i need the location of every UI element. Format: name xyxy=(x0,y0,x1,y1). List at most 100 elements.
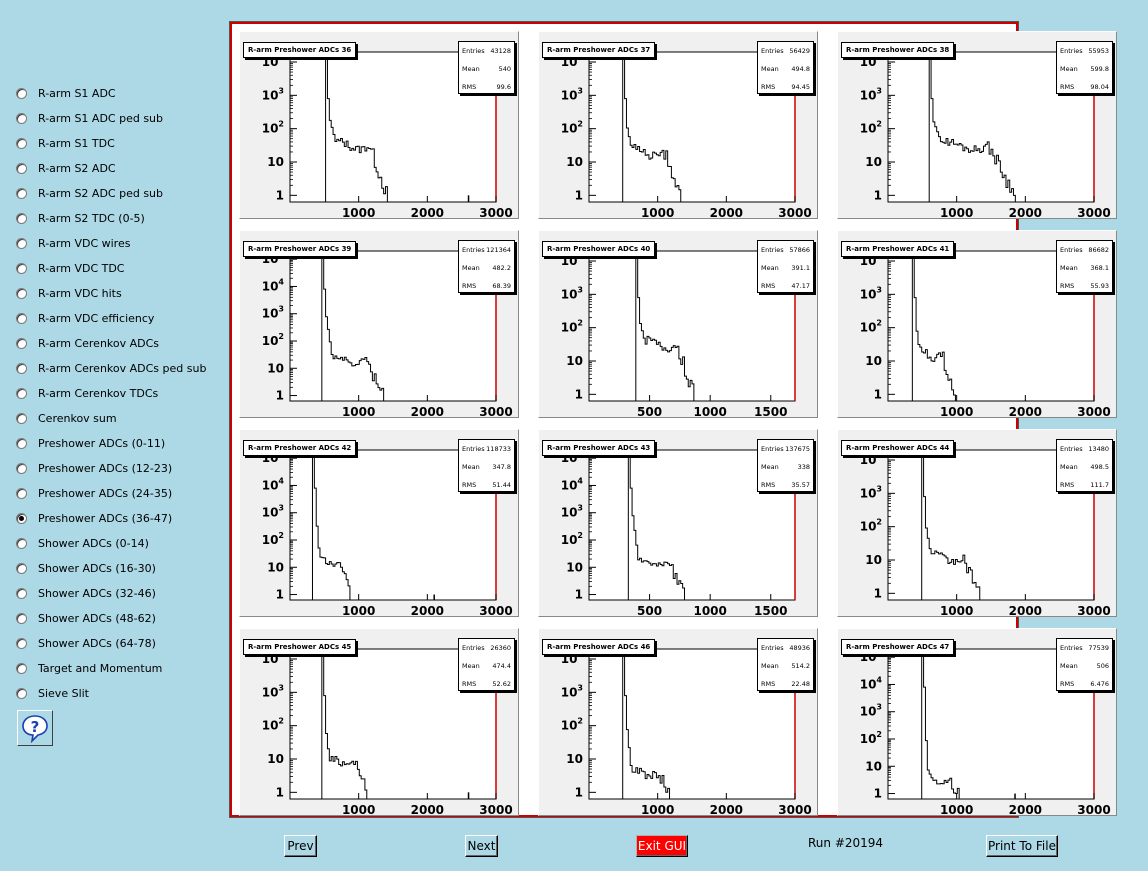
histogram-pad[interactable]: 100020003000110102103104105R-arm Preshow… xyxy=(239,230,519,419)
radio-unselected-icon[interactable] xyxy=(16,362,27,374)
next-button[interactable]: Next xyxy=(465,835,498,857)
stats-row-mean: Mean 474.4 xyxy=(462,661,511,671)
display-option[interactable]: R-arm Cerenkov TDCs xyxy=(16,383,158,403)
stats-box: Entries 118733 Mean 347.8 RMS 51.44 xyxy=(458,439,515,492)
display-option[interactable]: Cerenkov sum xyxy=(16,408,117,428)
radio-unselected-icon[interactable] xyxy=(16,87,27,99)
display-option[interactable]: R-arm Cerenkov ADCs xyxy=(16,333,159,353)
radio-selected-icon[interactable] xyxy=(16,512,27,524)
radio-unselected-icon[interactable] xyxy=(16,437,27,449)
histogram-line xyxy=(325,58,388,202)
display-option[interactable]: Preshower ADCs (0-11) xyxy=(16,433,165,453)
radio-unselected-icon[interactable] xyxy=(16,162,27,174)
stats-box: Entries 77539 Mean 506 RMS 6.476 xyxy=(1056,638,1113,691)
radio-unselected-icon[interactable] xyxy=(16,412,27,424)
display-option-label: R-arm S2 ADC xyxy=(38,161,116,175)
stats-row-mean: Mean 540 xyxy=(462,64,511,74)
stats-row-rms: RMS 47.17 xyxy=(761,281,810,291)
stats-label: Mean xyxy=(1060,65,1078,73)
histogram-pad[interactable]: 100020003000110102103104105R-arm Preshow… xyxy=(239,429,519,618)
stats-value: 51.44 xyxy=(492,481,511,489)
stats-label: RMS xyxy=(1060,83,1075,91)
display-option[interactable]: R-arm S1 ADC xyxy=(16,83,116,103)
radio-unselected-icon[interactable] xyxy=(16,587,27,599)
histogram-pad[interactable]: 100020003000110102103104105R-arm Preshow… xyxy=(837,628,1117,817)
display-option[interactable]: Preshower ADCs (36-47) xyxy=(16,508,172,528)
radio-unselected-icon[interactable] xyxy=(16,312,27,324)
histogram-pad[interactable]: 100020003000110102103104R-arm Preshower … xyxy=(837,230,1117,419)
stats-label: Entries xyxy=(761,445,784,453)
histogram-pad[interactable]: 50010001500110102103104R-arm Preshower A… xyxy=(538,230,818,419)
radio-unselected-icon[interactable] xyxy=(16,287,27,299)
stats-row-rms: RMS 99.6 xyxy=(462,82,511,92)
display-option[interactable]: R-arm VDC efficiency xyxy=(16,308,154,328)
histogram-plot: 100020003000110102103104105 xyxy=(860,648,1111,817)
display-option-label: R-arm S1 ADC ped sub xyxy=(38,111,164,125)
radio-unselected-icon[interactable] xyxy=(16,187,27,199)
stats-label: Entries xyxy=(462,47,485,55)
stats-label: RMS xyxy=(761,481,776,489)
radio-unselected-icon[interactable] xyxy=(16,112,27,124)
histogram-line xyxy=(321,655,368,799)
histogram-pad[interactable]: 100020003000110102103104R-arm Preshower … xyxy=(239,628,519,817)
display-option[interactable]: R-arm Cerenkov ADCs ped sub xyxy=(16,358,206,378)
y-tick-label: 10 xyxy=(267,752,284,766)
histogram-pad[interactable]: 100020003000110102103104R-arm Preshower … xyxy=(837,429,1117,618)
radio-unselected-icon[interactable] xyxy=(16,487,27,499)
radio-unselected-icon[interactable] xyxy=(16,137,27,149)
display-option[interactable]: Shower ADCs (16-30) xyxy=(16,558,156,578)
x-tick-label: 500 xyxy=(637,405,662,419)
radio-unselected-icon[interactable] xyxy=(16,562,27,574)
display-option[interactable]: R-arm VDC wires xyxy=(16,233,130,253)
radio-unselected-icon[interactable] xyxy=(16,462,27,474)
display-option[interactable]: Target and Momentum xyxy=(16,658,162,678)
exit-gui-button[interactable]: Exit GUI xyxy=(636,835,688,857)
radio-unselected-icon[interactable] xyxy=(16,637,27,649)
radio-unselected-icon[interactable] xyxy=(16,262,27,274)
stats-label: Mean xyxy=(462,65,480,73)
histogram-pad[interactable]: 100020003000110102103104R-arm Preshower … xyxy=(239,31,519,220)
help-button[interactable]: ? xyxy=(17,710,53,746)
y-tick-label: 102 xyxy=(561,717,583,733)
display-option[interactable]: Shower ADCs (32-46) xyxy=(16,583,156,603)
histogram-title: R-arm Preshower ADCs 45 xyxy=(243,639,357,655)
y-tick-label: 103 xyxy=(561,285,583,301)
display-option[interactable]: Shower ADCs (0-14) xyxy=(16,533,149,553)
display-option[interactable]: Sieve Slit xyxy=(16,683,89,703)
radio-unselected-icon[interactable] xyxy=(16,212,27,224)
radio-unselected-icon[interactable] xyxy=(16,687,27,699)
prev-button[interactable]: Prev xyxy=(284,835,317,857)
radio-unselected-icon[interactable] xyxy=(16,337,27,349)
radio-unselected-icon[interactable] xyxy=(16,612,27,624)
display-option[interactable]: R-arm S2 ADC xyxy=(16,158,116,178)
radio-unselected-icon[interactable] xyxy=(16,387,27,399)
print-to-file-button[interactable]: Print To File xyxy=(986,835,1058,857)
display-option[interactable]: R-arm VDC TDC xyxy=(16,258,125,278)
display-option[interactable]: R-arm S1 ADC ped sub xyxy=(16,108,163,128)
stats-row-mean: Mean 498.5 xyxy=(1060,462,1109,472)
histogram-line xyxy=(921,653,960,799)
y-tick-label: 1 xyxy=(874,787,882,801)
radio-unselected-icon[interactable] xyxy=(16,237,27,249)
display-option[interactable]: Preshower ADCs (12-23) xyxy=(16,458,172,478)
radio-unselected-icon[interactable] xyxy=(16,537,27,549)
histogram-pad[interactable]: 100020003000110102103104R-arm Preshower … xyxy=(538,31,818,220)
histogram-pad[interactable]: 50010001500110102103104105R-arm Preshowe… xyxy=(538,429,818,618)
histogram-pad[interactable]: 100020003000110102103104R-arm Preshower … xyxy=(538,628,818,817)
display-option[interactable]: Shower ADCs (48-62) xyxy=(16,608,156,628)
stats-label: Mean xyxy=(761,463,779,471)
display-option[interactable]: R-arm S2 ADC ped sub xyxy=(16,183,163,203)
x-tick-label: 2000 xyxy=(411,405,444,419)
display-option[interactable]: R-arm S2 TDC (0-5) xyxy=(16,208,145,228)
histogram-line xyxy=(622,655,671,799)
display-option[interactable]: R-arm VDC hits xyxy=(16,283,122,303)
histogram-title: R-arm Preshower ADCs 37 xyxy=(542,42,656,58)
radio-unselected-icon[interactable] xyxy=(16,662,27,674)
histogram-pad[interactable]: 100020003000110102103104R-arm Preshower … xyxy=(837,31,1117,220)
display-option[interactable]: Shower ADCs (64-78) xyxy=(16,633,156,653)
stats-row-entries: Entries 118733 xyxy=(462,444,511,454)
display-option[interactable]: Preshower ADCs (24-35) xyxy=(16,483,172,503)
display-option[interactable]: R-arm S1 TDC xyxy=(16,133,115,153)
stats-row-mean: Mean 391.1 xyxy=(761,263,810,273)
